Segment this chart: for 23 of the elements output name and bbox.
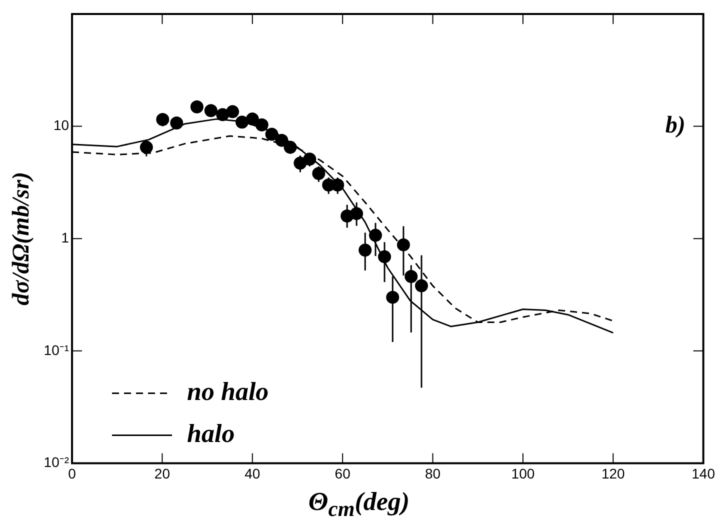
- x-tick-label: 120: [601, 465, 626, 482]
- x-tick-label: 100: [511, 465, 535, 482]
- annotation: b): [665, 112, 686, 139]
- y-tick-label: 1: [61, 229, 70, 246]
- point: [284, 140, 297, 154]
- y-axis-title: dσ/dΩ(mb/sr): [8, 172, 35, 306]
- x-tick-label: 60: [334, 465, 351, 482]
- point: [204, 104, 218, 118]
- y-tick-label: 10⁻¹: [44, 342, 70, 358]
- point: [190, 100, 204, 114]
- point: [255, 118, 268, 132]
- y-tick-label: 10⁻²: [44, 454, 70, 470]
- x-tick-label: 140: [692, 465, 716, 482]
- y-tick-label: 10: [53, 117, 70, 134]
- x-tick-label: 80: [424, 465, 441, 482]
- x-tick-label: 20: [154, 465, 170, 482]
- point: [226, 105, 240, 118]
- x-tick-label: 0: [68, 465, 76, 482]
- legend-label: no halo: [187, 376, 269, 406]
- point: [170, 116, 184, 130]
- x-tick-label: 40: [244, 465, 260, 482]
- legend-label: halo: [187, 418, 235, 448]
- x-axis-title: Θ$_{cm}$(deg): [307, 486, 411, 522]
